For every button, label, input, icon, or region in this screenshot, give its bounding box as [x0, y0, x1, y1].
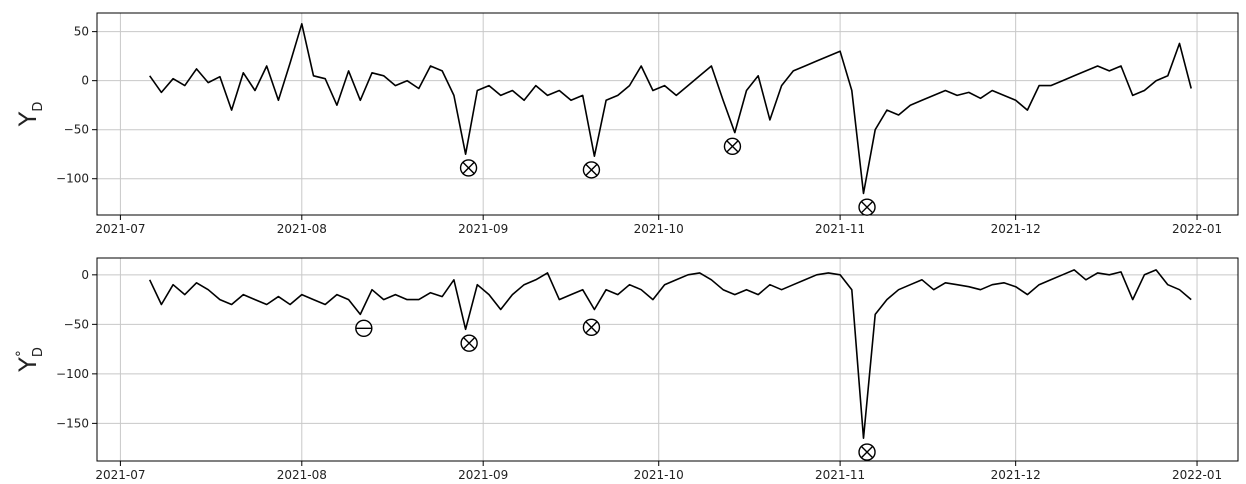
- marker-stroke: [860, 445, 874, 459]
- anomaly-marker: [582, 161, 601, 179]
- y-axis-label: Y°D: [14, 347, 46, 373]
- y-label-sup: °: [14, 350, 30, 357]
- y-tick-label: 0: [81, 268, 89, 282]
- x-tick-label: 2021-08: [277, 222, 327, 236]
- anomaly-marker: [355, 319, 373, 338]
- x-tick-label: 2021-09: [458, 468, 508, 482]
- y-tick-label: 0: [81, 74, 89, 88]
- x-tick-label: 2021-07: [95, 468, 145, 482]
- anomaly-marker: [858, 443, 876, 461]
- x-tick-label: 2021-09: [458, 222, 508, 236]
- marker-stroke: [585, 321, 598, 334]
- y-tick-label: −150: [56, 416, 89, 430]
- anomaly-marker: [858, 198, 876, 216]
- marker-stroke: [585, 163, 598, 177]
- marker-stroke: [462, 337, 476, 350]
- y-tick-label: −50: [64, 123, 89, 137]
- y-tick-label: −100: [56, 172, 89, 186]
- y-tick-label: 50: [74, 25, 89, 39]
- axes-frame: [96, 12, 1239, 216]
- series-line: [148, 269, 1192, 439]
- x-tick-label: 2021-11: [815, 468, 865, 482]
- x-tick-label: 2021-10: [634, 222, 684, 236]
- x-tick-label: 2021-11: [815, 222, 865, 236]
- y-axis-label: YD: [14, 102, 46, 128]
- x-tick-label: 2022-01: [1172, 468, 1222, 482]
- anomaly-marker: [723, 137, 742, 156]
- x-tick-label: 2021-10: [634, 468, 684, 482]
- subplot: 2021-07 2021-08 2021-09 2021-10 2021-11 2021-…: [14, 12, 1239, 236]
- y-label-main: Y: [14, 111, 42, 127]
- subplot: 2021-07 2021-08 2021-09 2021-10 2021-11 2021-…: [14, 257, 1239, 482]
- y-label-sub: D: [31, 347, 46, 357]
- anomaly-marker: [460, 334, 478, 352]
- y-label-main: Y: [14, 357, 42, 373]
- marker-stroke: [462, 161, 475, 175]
- x-tick-label: 2022-01: [1172, 222, 1222, 236]
- marker-stroke: [860, 201, 874, 214]
- x-tick-label: 2021-07: [95, 222, 145, 236]
- x-tick-label: 2021-08: [277, 468, 327, 482]
- axes-frame: [96, 257, 1239, 462]
- series-line: [149, 23, 1192, 195]
- y-tick-label: −100: [56, 367, 89, 381]
- marker-stroke: [726, 140, 739, 153]
- y-label-sub: D: [31, 102, 46, 112]
- anomaly-marker: [582, 318, 601, 337]
- y-tick-label: −50: [64, 317, 89, 331]
- anomaly-marker: [459, 159, 478, 177]
- x-tick-label: 2021-12: [991, 222, 1041, 236]
- x-tick-label: 2021-12: [991, 468, 1041, 482]
